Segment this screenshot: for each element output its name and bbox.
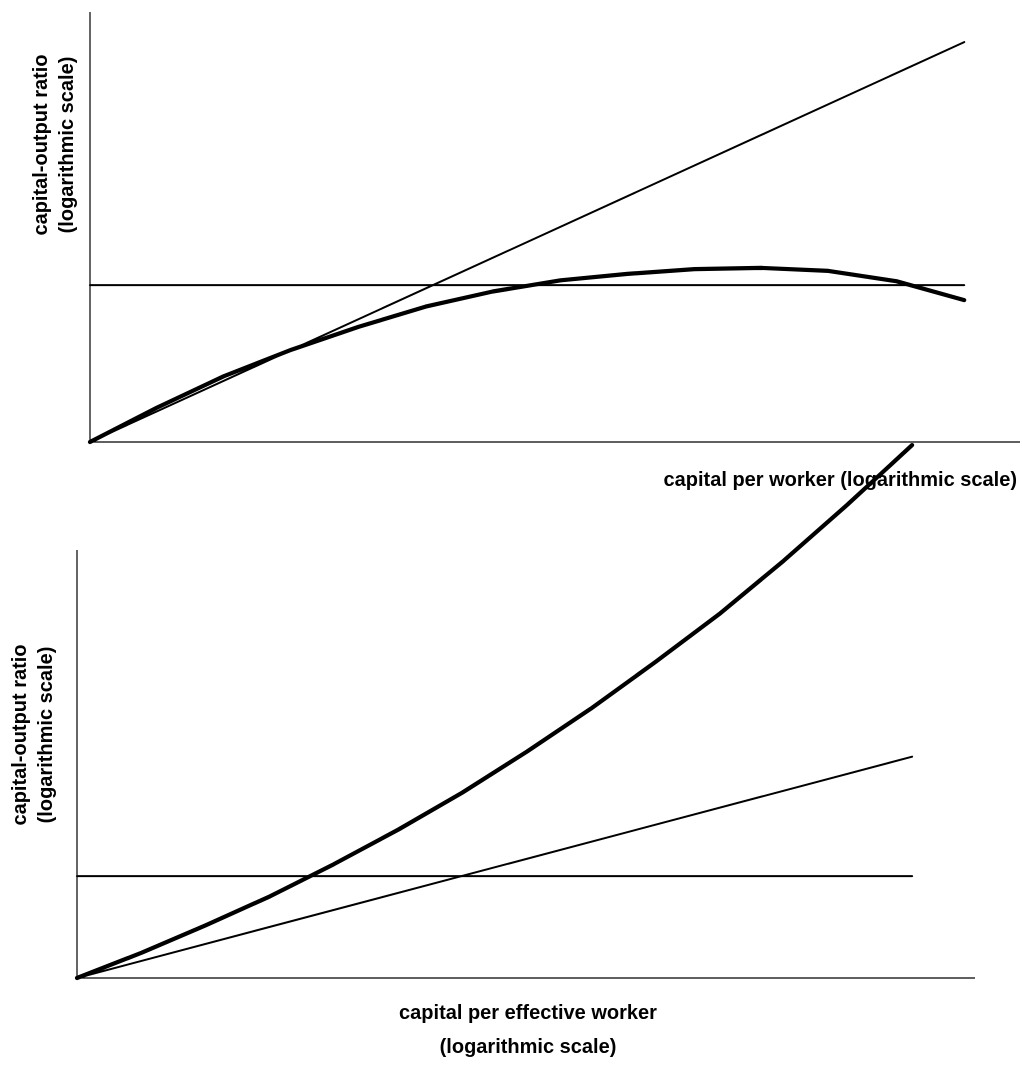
series-layer bbox=[74, 443, 915, 981]
y-axis-label-line-2: (logarithmic scale) bbox=[35, 647, 57, 824]
series-layer bbox=[87, 41, 967, 445]
chart-capital-per-effective-worker: capital-output ratio (logarithmic scale)… bbox=[9, 443, 975, 1058]
series-line-3-thick bbox=[87, 265, 967, 445]
y-axis-label-line-1: capital-output ratio bbox=[9, 644, 31, 825]
y-axis-label-line-1: capital-output ratio bbox=[30, 54, 52, 235]
x-axis-label-line-2: (logarithmic scale) bbox=[440, 1036, 617, 1058]
series-line-1-thin bbox=[76, 755, 914, 979]
y-axis-label-line-2: (logarithmic scale) bbox=[56, 57, 78, 234]
x-axis-label: capital per worker (logarithmic scale) bbox=[664, 469, 1017, 491]
series-line-3-thick bbox=[74, 443, 915, 981]
x-axis-label-line-1: capital per effective worker bbox=[399, 1002, 657, 1024]
chart-capital-per-worker: capital-output ratio (logarithmic scale)… bbox=[30, 12, 1020, 491]
series-line-1-thin bbox=[89, 41, 966, 443]
